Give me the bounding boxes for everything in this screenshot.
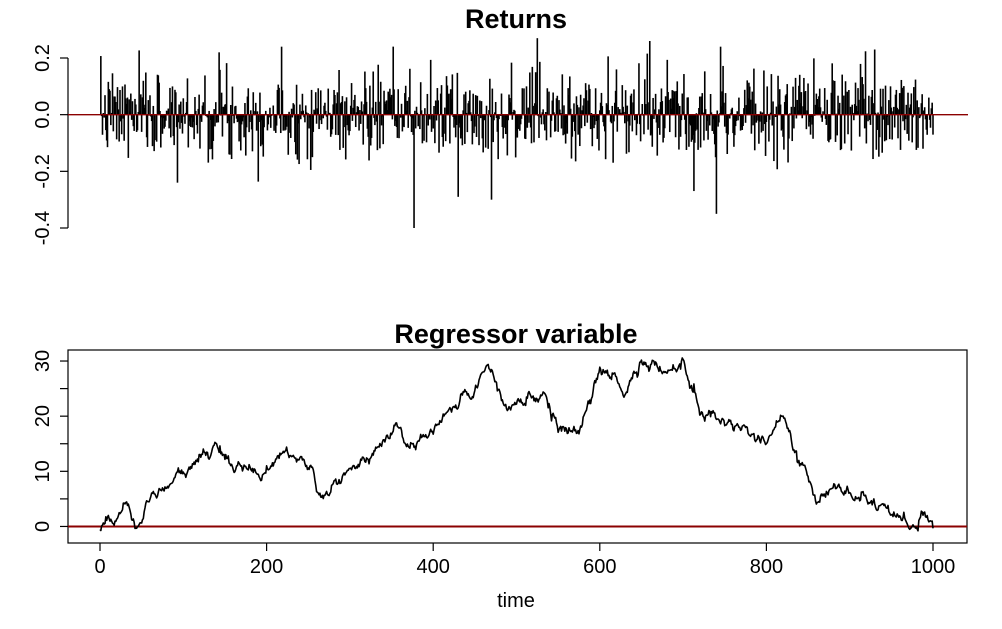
regressor-y-tick-label: 10 <box>32 460 54 482</box>
regressor-x-tick-label: 800 <box>750 556 783 578</box>
returns-y-tick-label: 0.0 <box>32 101 54 129</box>
returns-y-tick-label: 0.2 <box>32 44 54 72</box>
regressor-y-tick-label: 0 <box>32 521 54 532</box>
returns-bars <box>100 38 934 228</box>
returns-panel: Returns -0.4 -0.2 0.0 0.2 <box>32 4 968 245</box>
x-axis-label: time <box>497 590 535 612</box>
regressor-plot-frame <box>67 349 968 544</box>
regressor-series-line <box>99 357 934 532</box>
returns-y-ticks: -0.4 -0.2 0.0 0.2 <box>32 44 68 245</box>
returns-y-tick-label: -0.4 <box>32 211 54 245</box>
regressor-y-tick-label: 20 <box>32 405 54 427</box>
regressor-y-tick-label: 30 <box>32 350 54 372</box>
regressor-x-ticks: 0 200 400 600 800 1000 <box>94 543 955 578</box>
regressor-x-tick-label: 200 <box>250 556 283 578</box>
regressor-x-tick-label: 400 <box>417 556 450 578</box>
regressor-x-tick-label: 1000 <box>911 556 956 578</box>
regressor-x-tick-label: 0 <box>94 556 105 578</box>
returns-title: Returns <box>465 4 567 34</box>
returns-y-tick-label: -0.2 <box>32 154 54 188</box>
regressor-x-tick-label: 600 <box>583 556 616 578</box>
regressor-y-ticks: 0 10 20 30 <box>32 350 68 532</box>
regressor-panel: Regressor variable 0 10 20 30 0 200 400 600 800… <box>32 319 968 612</box>
regressor-title: Regressor variable <box>394 319 637 349</box>
